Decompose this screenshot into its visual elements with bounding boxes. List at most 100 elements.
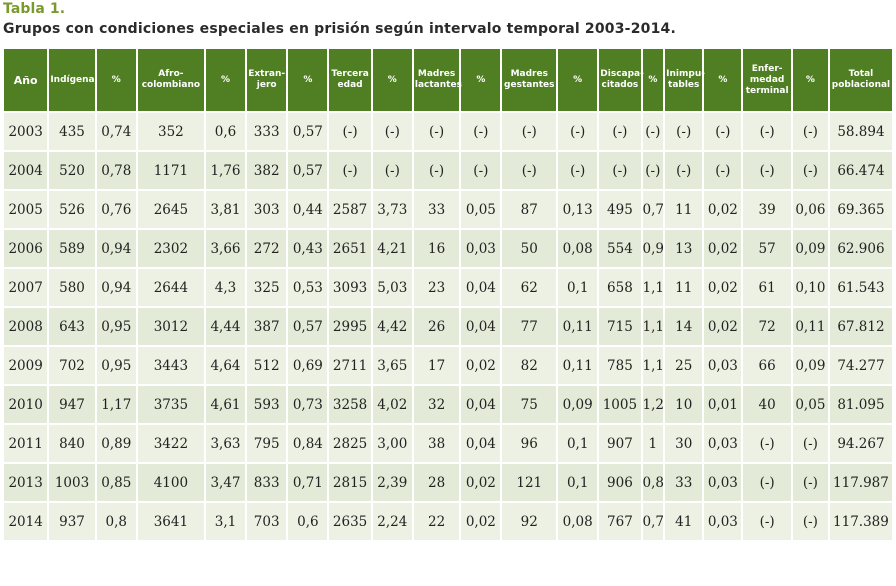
table-cell: 2,24: [372, 503, 412, 540]
table-row: 2007 580 0,94 2644 4,3 325 0,53 3093 5,03 23 0,04 6…: [4, 269, 892, 306]
table-cell: 0,71: [288, 464, 328, 501]
table-cell: 11: [665, 269, 703, 306]
table-cell: 33: [413, 191, 460, 228]
table-cell: 30: [665, 425, 703, 462]
table-cell: 0,06: [792, 191, 828, 228]
table-cell: 0,03: [704, 503, 742, 540]
table-cell: 0,57: [288, 152, 328, 189]
table-cell: 0,09: [792, 230, 828, 267]
table-cell: 0,04: [461, 425, 501, 462]
table-cell: (-): [665, 113, 703, 150]
table-cell: 28: [413, 464, 460, 501]
table-cell: 0,7: [642, 503, 664, 540]
table-cell: 0,03: [704, 347, 742, 384]
table-cell: 67.812: [829, 308, 892, 345]
table-cell: (-): [329, 152, 371, 189]
table-cell: 0,02: [461, 347, 501, 384]
table-cell: 0,6: [205, 113, 246, 150]
column-header: %: [558, 49, 598, 111]
table-cell: 0,05: [792, 386, 828, 423]
table-cell: (-): [413, 152, 460, 189]
data-table: Año Indígena% Afro- colombiano% Extran- jer…: [2, 47, 894, 542]
year-cell: 2005: [4, 191, 48, 228]
table-cell: 593: [247, 386, 287, 423]
table-cell: 41: [665, 503, 703, 540]
table-cell: 3,1: [205, 503, 246, 540]
table-cell: 2645: [137, 191, 204, 228]
table-row: 2013 1003 0,85 4100 3,47 833 0,71 2815 2,39 28 0,0…: [4, 464, 892, 501]
table-cell: 3,63: [205, 425, 246, 462]
table-cell: 4,64: [205, 347, 246, 384]
table-cell: (-): [558, 152, 598, 189]
table-cell: (-): [743, 113, 791, 150]
year-cell: 2009: [4, 347, 48, 384]
table-cell: 4,3: [205, 269, 246, 306]
table-cell: 382: [247, 152, 287, 189]
table-cell: 0,89: [96, 425, 136, 462]
table-cell: 2635: [329, 503, 371, 540]
year-cell: 2011: [4, 425, 48, 462]
column-header: %: [461, 49, 501, 111]
table-label: Tabla 1.: [3, 1, 66, 17]
table-cell: 4,61: [205, 386, 246, 423]
table-cell: 1: [642, 425, 664, 462]
table-cell: 833: [247, 464, 287, 501]
table-cell: 3443: [137, 347, 204, 384]
table-cell: 2825: [329, 425, 371, 462]
table-cell: 2711: [329, 347, 371, 384]
table-cell: 1171: [137, 152, 204, 189]
table-cell: (-): [704, 152, 742, 189]
table-row: 2014 937 0,8 3641 3,1 703 0,6 2635 2,24 22 0,02 92 0…: [4, 503, 892, 540]
table-cell: 0,02: [461, 503, 501, 540]
table-cell: (-): [599, 152, 641, 189]
table-cell: 16: [413, 230, 460, 267]
table-body: 2003 435 0,74 352 0,6 333 0,57 (-) (-) (-) (-) (-)(…: [4, 113, 892, 540]
table-cell: (-): [792, 464, 828, 501]
table-cell: 906: [599, 464, 641, 501]
table-cell: 325: [247, 269, 287, 306]
table-cell: 2,39: [372, 464, 412, 501]
table-cell: 4,42: [372, 308, 412, 345]
table-cell: 92: [502, 503, 557, 540]
table-cell: 3258: [329, 386, 371, 423]
table-cell: 0,01: [704, 386, 742, 423]
table-cell: 435: [49, 113, 95, 150]
table-cell: 57: [743, 230, 791, 267]
table-row: 2006 589 0,94 2302 3,66 272 0,43 2651 4,21 16 0,03…: [4, 230, 892, 267]
table-cell: (-): [642, 113, 664, 150]
table-cell: 0,1: [558, 425, 598, 462]
year-cell: 2006: [4, 230, 48, 267]
table-cell: 495: [599, 191, 641, 228]
table-cell: 947: [49, 386, 95, 423]
table-cell: (-): [461, 152, 501, 189]
table-cell: (-): [599, 113, 641, 150]
table-cell: 0,73: [288, 386, 328, 423]
table-row: 2008 643 0,95 3012 4,44 387 0,57 2995 4,42 26 0,04…: [4, 308, 892, 345]
table-cell: 0,02: [704, 191, 742, 228]
table-cell: 4,02: [372, 386, 412, 423]
table-cell: 0,8: [96, 503, 136, 540]
table-cell: 840: [49, 425, 95, 462]
column-header: Enfer- medad terminal: [743, 49, 791, 111]
table-cell: 0,04: [461, 269, 501, 306]
table-cell: (-): [413, 113, 460, 150]
table-cell: 0,08: [558, 230, 598, 267]
table-cell: 1,1: [642, 269, 664, 306]
table-row: 2011 840 0,89 3422 3,63 795 0,84 2825 3,00 38 0,04…: [4, 425, 892, 462]
table-cell: 3,65: [372, 347, 412, 384]
table-row: 2009 702 0,95 3443 4,64 512 0,69 2711 3,65 17 0,02…: [4, 347, 892, 384]
table-cell: 0,02: [461, 464, 501, 501]
table-row: 2003 435 0,74 352 0,6 333 0,57 (-) (-) (-) (-) (-)(…: [4, 113, 892, 150]
column-header: %: [96, 49, 136, 111]
table-cell: 23: [413, 269, 460, 306]
table-cell: 1,1: [642, 347, 664, 384]
table-cell: 303: [247, 191, 287, 228]
table-cell: 3,00: [372, 425, 412, 462]
table-cell: 69.365: [829, 191, 892, 228]
table-cell: 0,43: [288, 230, 328, 267]
table-cell: 333: [247, 113, 287, 150]
table-cell: 0,1: [558, 269, 598, 306]
table-cell: 40: [743, 386, 791, 423]
table-cell: 937: [49, 503, 95, 540]
table-cell: 4,44: [205, 308, 246, 345]
